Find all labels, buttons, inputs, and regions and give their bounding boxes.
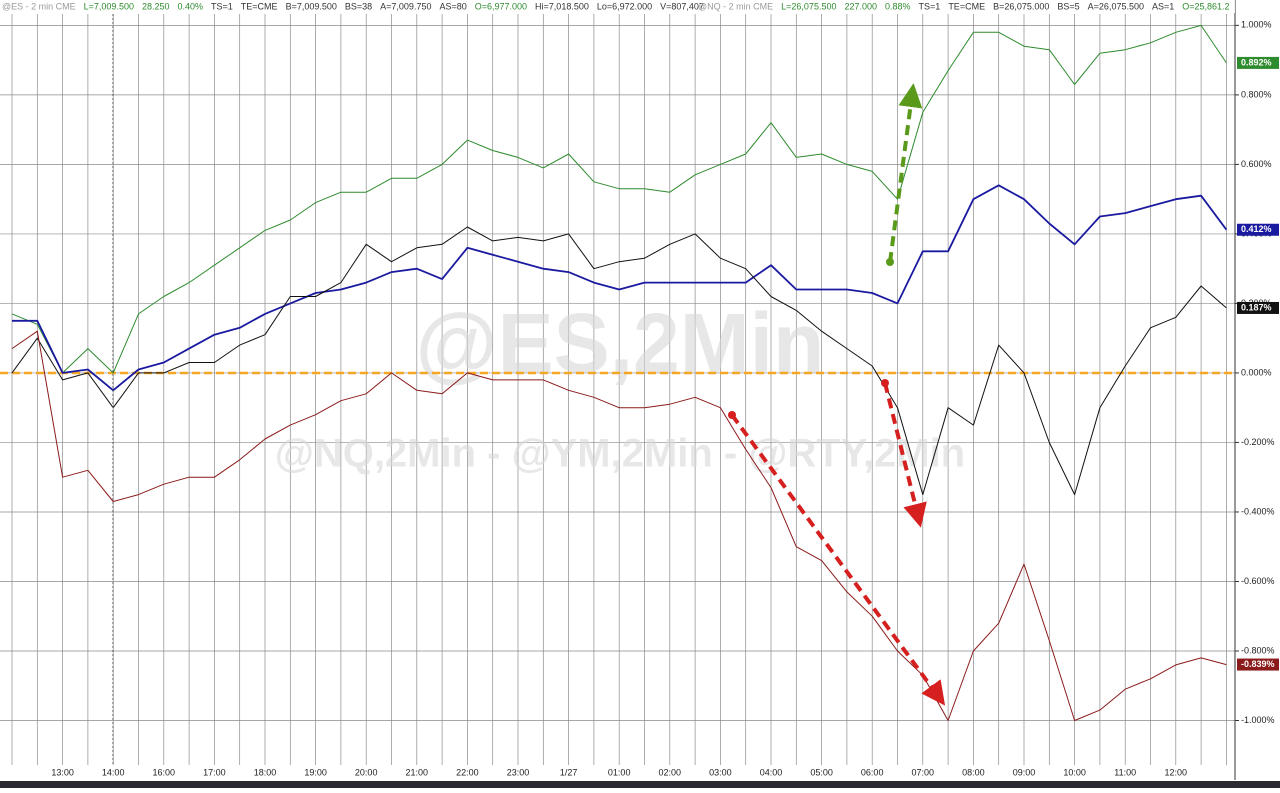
end-label: 0.412%	[1241, 224, 1272, 234]
x-tick-label: 16:00	[153, 767, 176, 777]
header-item: V=807,407	[660, 1, 704, 11]
header-item: TE=CME	[241, 1, 278, 11]
series-line	[11, 24, 1227, 374]
x-tick-label: 03:00	[709, 767, 732, 777]
header-item: TS=1	[919, 1, 941, 11]
arrow-up	[888, 83, 923, 263]
watermark: @NQ,2Min - @YM,2Min - @RTY,2Min	[275, 432, 965, 476]
x-tick-label: 21:00	[406, 767, 429, 777]
header-item: Hi=7,018.500	[535, 1, 589, 11]
x-tick-label: 11:00	[1114, 767, 1136, 777]
x-tick-label: 08:00	[962, 767, 985, 777]
header-item: @ES - 2 min CME	[2, 1, 76, 11]
header-item: AS=1	[1152, 1, 1174, 11]
header-item: A=7,009.750	[380, 1, 431, 11]
annotations	[728, 83, 946, 706]
header: @ES - 2 min CME L=7,009.500 28.250 0.40% TS=…	[2, 1, 1230, 11]
arrow-start	[728, 411, 736, 419]
y-tick-label: 1.000%	[1241, 20, 1272, 30]
header-item: 0.40%	[178, 1, 204, 11]
end-label-bg	[1237, 223, 1279, 236]
end-label-bg	[1237, 301, 1279, 314]
y-tick-label: 0.800%	[1241, 89, 1272, 99]
x-tick-label: 17:00	[203, 767, 226, 777]
arrow-start	[886, 258, 894, 266]
header-item: B=7,009.500	[286, 1, 337, 11]
plot-area	[0, 0, 1235, 780]
x-tick-label: 01:00	[608, 767, 631, 777]
x-tick-label: 20:00	[355, 767, 378, 777]
series-line	[11, 226, 1227, 496]
axis: 13:00 14:00 16:00 17:00 18:00 19:00 20:00 21:00…	[51, 20, 1279, 777]
x-tick-label: 22:00	[456, 767, 479, 777]
y-tick-label: 0.600%	[1241, 159, 1272, 169]
end-label: -0.839%	[1241, 659, 1275, 669]
bottom-strip	[0, 781, 1280, 788]
header-item: 28.250	[142, 1, 170, 11]
y-tick-label: -0.200%	[1241, 437, 1275, 447]
end-label-bg	[1237, 658, 1279, 671]
x-tick-label: 12:00	[1165, 767, 1188, 777]
series-line	[12, 184, 1228, 392]
x-tick-label: 19:00	[304, 767, 327, 777]
y-tick-label: -0.400%	[1241, 506, 1275, 516]
y-axis-area	[1235, 0, 1280, 788]
watermark: @ES,2Min	[416, 296, 825, 390]
end-label: 0.892%	[1241, 57, 1272, 67]
x-tick-label: 23:00	[507, 767, 530, 777]
end-label-bg	[1237, 56, 1279, 69]
header-item: L=26,075.500	[781, 1, 836, 11]
x-tick-label: 04:00	[760, 767, 783, 777]
header-item: L=7,009.500	[84, 1, 134, 11]
arrow-down	[883, 382, 927, 528]
x-tick-label: 05:00	[810, 767, 833, 777]
x-tick-label: 1/27	[560, 767, 578, 777]
x-tick-label: 18:00	[254, 767, 277, 777]
header-item: BS=38	[345, 1, 372, 11]
header-item: B=26,075.000	[993, 1, 1049, 11]
header-item: AS=80	[439, 1, 466, 11]
header-item: A=26,075.500	[1088, 1, 1144, 11]
series-lines	[0, 24, 1235, 721]
y-tick-label: 0.000%	[1241, 367, 1272, 377]
x-tick-label: 02:00	[659, 767, 682, 777]
header-item: @NQ - 2 min CME	[698, 1, 773, 11]
x-tick-label: 09:00	[1013, 767, 1036, 777]
header-item: TS=1	[211, 1, 233, 11]
header-item: 0.88%	[885, 1, 911, 11]
header-item: Lo=6,972.000	[597, 1, 652, 11]
header-bg	[0, 0, 1235, 13]
header-item: TE=CME	[948, 1, 985, 11]
header-item: O=25,861.2	[1182, 1, 1229, 11]
arrow-start	[881, 379, 889, 387]
series-line	[11, 330, 1227, 721]
header-item: BS=5	[1057, 1, 1079, 11]
x-tick-label: 10:00	[1063, 767, 1086, 777]
header-item: O=6,977.000	[475, 1, 527, 11]
x-tick-label: 07:00	[912, 767, 935, 777]
watermarks: @ES,2Min @NQ,2Min - @YM,2Min - @RTY,2Min	[275, 296, 965, 475]
y-tick-label: -1.000%	[1241, 715, 1275, 725]
end-label: 0.187%	[1241, 302, 1272, 312]
header-item: 227.000	[844, 1, 877, 11]
x-tick-label: 06:00	[861, 767, 884, 777]
arrow-down	[730, 413, 946, 706]
x-tick-label: 14:00	[102, 767, 125, 777]
x-tick-label: 13:00	[51, 767, 74, 777]
y-tick-label: -0.800%	[1241, 645, 1275, 655]
y-tick-label: -0.600%	[1241, 576, 1275, 586]
